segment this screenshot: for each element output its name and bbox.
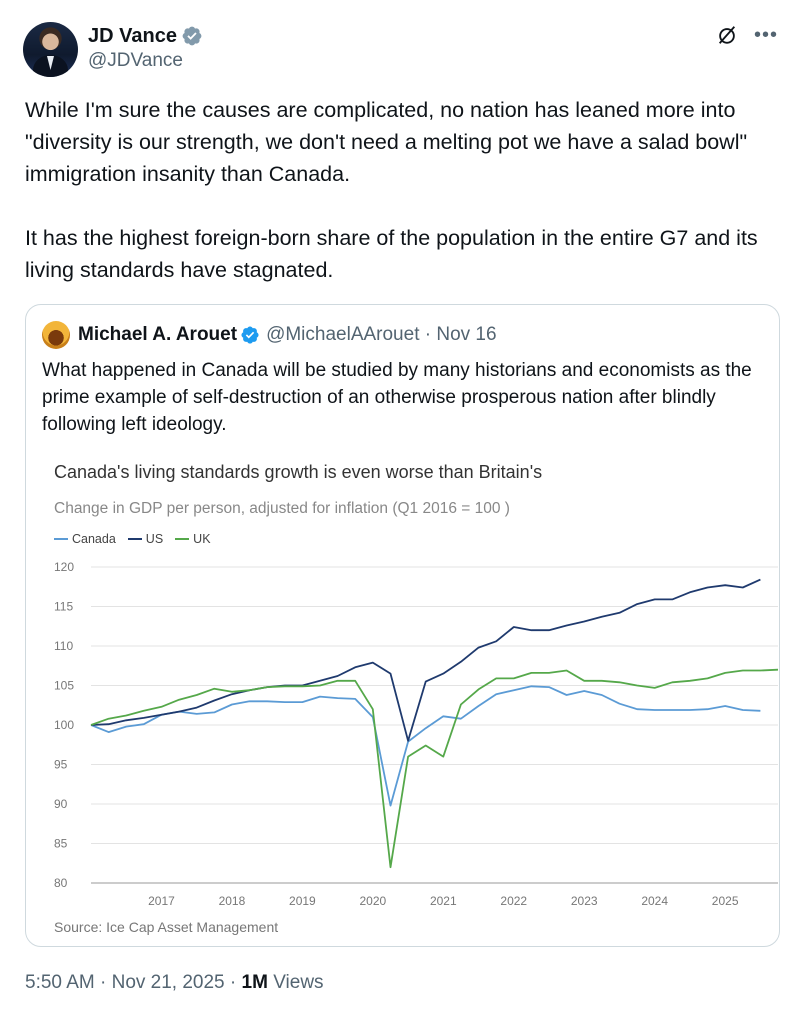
grok-icon[interactable] — [716, 24, 738, 46]
tweet-text: While I'm sure the causes are complicate… — [25, 98, 758, 282]
x-tick-label: 2023 — [571, 894, 598, 908]
author-avatar[interactable] — [23, 22, 78, 77]
x-tick-label: 2018 — [219, 894, 246, 908]
chart-subtitle: Change in GDP per person, adjusted for i… — [54, 500, 510, 517]
quoted-tweet[interactable]: Michael A. Arouet @MichaelAArouet · Nov … — [25, 304, 780, 947]
y-tick-label: 120 — [54, 560, 74, 574]
y-tick-label: 85 — [54, 837, 68, 851]
chart-legend: Canada US UK — [54, 532, 211, 546]
quote-author-name: Michael A. Arouet — [78, 324, 238, 345]
series-line-us — [90, 578, 761, 742]
x-tick-label: 2022 — [500, 894, 527, 908]
x-tick-label: 2020 — [359, 894, 386, 908]
more-options-icon[interactable]: ••• — [753, 24, 778, 46]
verified-badge-icon[interactable] — [181, 25, 203, 47]
tweet-top-actions: ••• — [716, 24, 778, 46]
tweet-meta: 5:50 AM · Nov 21, 2025 · 1M Views — [25, 972, 324, 994]
tweet-timestamp[interactable]: 5:50 AM · Nov 21, 2025 · — [25, 972, 242, 993]
views-label: Views — [267, 972, 324, 993]
legend-label-canada: Canada — [72, 532, 116, 546]
author-handle[interactable]: @JDVance — [88, 50, 183, 71]
x-tick-label: 2017 — [148, 894, 175, 908]
legend-item-canada: Canada — [54, 532, 116, 546]
quote-text: What happened in Canada will be studied … — [42, 360, 752, 435]
y-tick-label: 80 — [54, 876, 68, 890]
verified-badge-icon — [241, 326, 259, 344]
x-tick-label: 2019 — [289, 894, 316, 908]
y-tick-label: 105 — [54, 679, 74, 693]
legend-swatch-uk — [175, 538, 190, 540]
views-count: 1M — [241, 972, 268, 993]
chart-plot: 80 85 90 95 100 105 110 115 120 2017 2018 2019 2020 2… — [54, 560, 779, 908]
y-tick-label: 100 — [54, 718, 74, 732]
legend-label-us: US — [145, 532, 164, 546]
legend-item-us: US — [127, 532, 164, 546]
quote-header: Michael A. Arouet @MichaelAArouet · Nov … — [42, 321, 497, 349]
legend-label-uk: UK — [193, 532, 211, 546]
series-line-canada — [90, 685, 761, 807]
y-tick-label: 110 — [54, 639, 73, 653]
quote-author-avatar — [42, 321, 70, 349]
author-display-name[interactable]: JD Vance — [88, 24, 177, 47]
series-line-uk — [90, 668, 779, 869]
x-tick-label: 2024 — [641, 894, 668, 908]
avatar-shirt — [47, 56, 54, 70]
y-tick-label: 90 — [54, 797, 68, 811]
x-tick-label: 2021 — [430, 894, 457, 908]
quote-handle-date: @MichaelAArouet · Nov 16 — [266, 324, 497, 345]
legend-swatch-us — [127, 538, 142, 540]
legend-item-uk: UK — [175, 532, 211, 546]
y-tick-label: 115 — [54, 600, 73, 614]
author-name-row: JD Vance — [88, 24, 203, 48]
x-tick-label: 2025 — [712, 894, 739, 908]
chart-source: Source: Ice Cap Asset Management — [54, 919, 279, 935]
y-tick-label: 95 — [54, 758, 68, 772]
chart-title: Canada's living standards growth is even… — [54, 462, 543, 482]
legend-swatch-canada — [54, 538, 68, 540]
